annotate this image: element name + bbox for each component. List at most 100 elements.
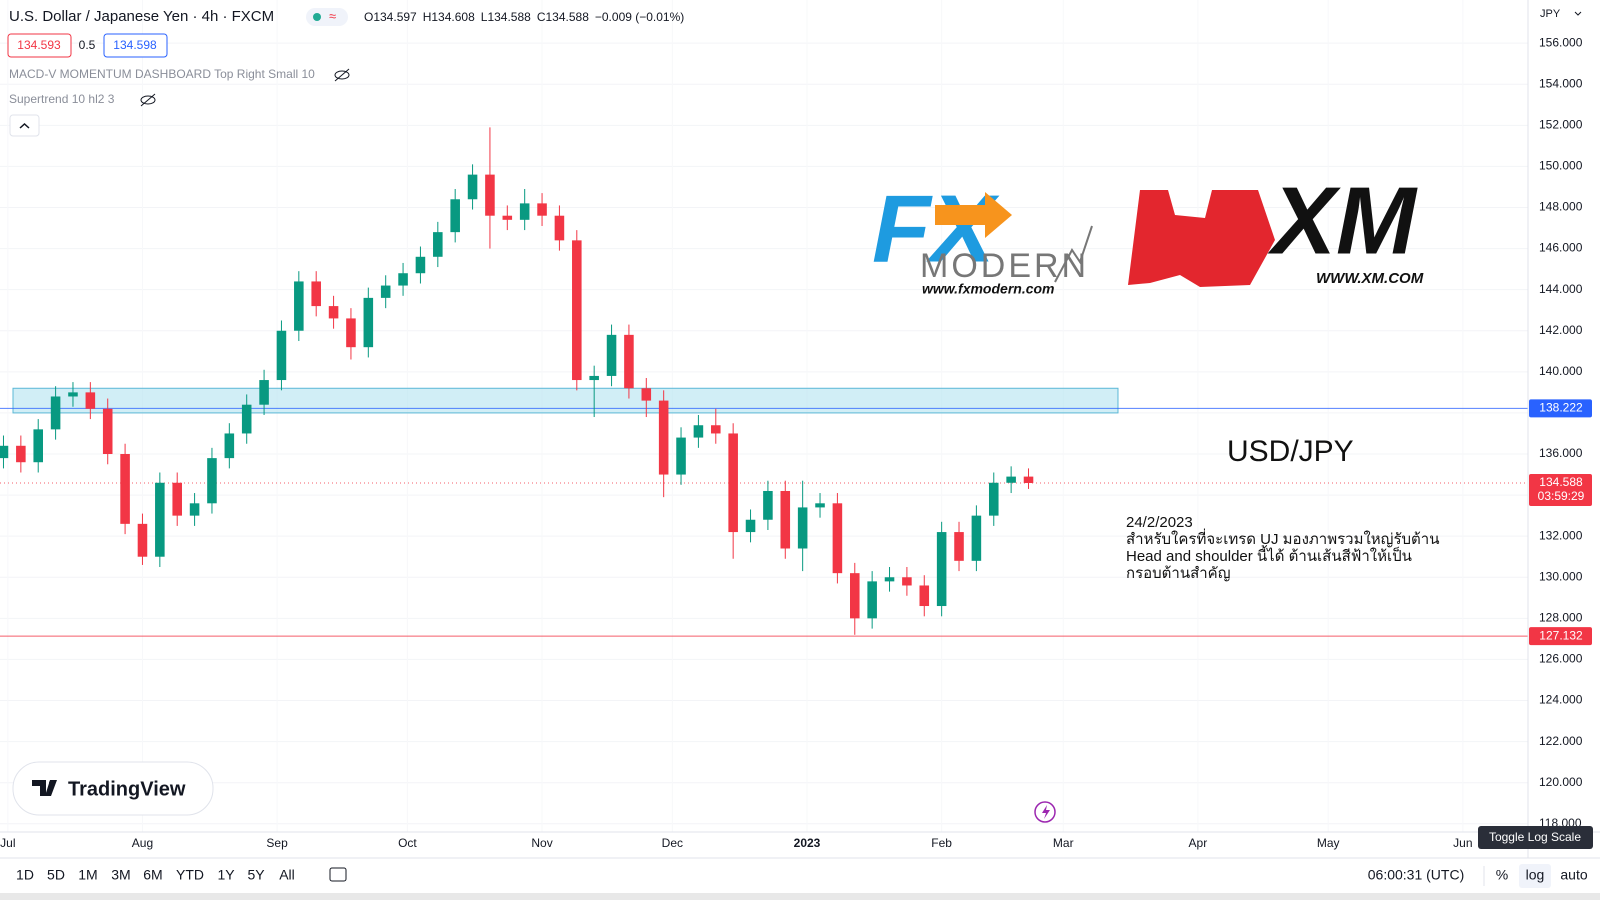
buy-price[interactable]: 134.598	[113, 38, 157, 52]
y-tick-label: 130.000	[1539, 569, 1583, 583]
candle-body	[936, 532, 947, 607]
x-tick-label: Nov	[531, 836, 552, 850]
auto-toggle[interactable]: auto	[1560, 867, 1587, 883]
events-bolt	[1042, 805, 1050, 819]
y-tick-label: 124.000	[1539, 693, 1583, 707]
y-tick-label: 122.000	[1539, 734, 1583, 748]
candle-body	[120, 454, 130, 524]
price-label: 138.222	[1539, 401, 1583, 415]
buy-button[interactable]	[103, 33, 168, 58]
collapse-icon	[19, 122, 30, 129]
ohlc: O134.597 H134.608 L134.588 C134.588 −0.009 (…	[364, 10, 684, 24]
candle-body	[832, 503, 843, 574]
clock[interactable]: 06:00:31 (UTC)	[1368, 867, 1464, 883]
indicator-label[interactable]: Supertrend 10 hl2 3	[9, 92, 115, 106]
candle-body	[658, 400, 669, 475]
candle-body	[207, 458, 217, 504]
collapse-button[interactable]	[9, 114, 40, 137]
log-toggle-bg	[1519, 864, 1551, 888]
candle-body	[398, 273, 408, 286]
range-button[interactable]: 6M	[143, 867, 162, 883]
candle-body	[815, 503, 825, 508]
candle-body	[606, 334, 617, 376]
percent-toggle[interactable]: %	[1496, 867, 1508, 883]
xm-bull	[1128, 190, 1275, 287]
y-tick-label: 132.000	[1539, 528, 1583, 542]
candle-body	[502, 215, 513, 220]
candle-body	[519, 203, 530, 220]
candle-body	[537, 203, 547, 216]
candle-body	[745, 519, 756, 533]
indicator-label[interactable]: MACD-V MOMENTUM DASHBOARD Top Right Smal…	[9, 67, 315, 81]
candle-body	[259, 380, 269, 405]
currency[interactable]: JPY	[1540, 8, 1561, 20]
candle-body	[867, 581, 877, 619]
candle-body	[241, 404, 252, 434]
candle-body	[50, 396, 61, 430]
date-range-icon[interactable]	[329, 867, 347, 882]
y-tick-label: 128.000	[1539, 611, 1583, 625]
x-tick-label: Feb	[931, 836, 952, 850]
candle-body	[554, 215, 565, 241]
symbol-title[interactable]: U.S. Dollar / Japanese Yen · 4h · FXCM	[9, 8, 274, 25]
price-axis	[1528, 0, 1600, 858]
brand-icon-dot	[49, 780, 55, 786]
range-button[interactable]: 1Y	[217, 867, 235, 883]
hidden-eye-icon[interactable]	[140, 93, 156, 107]
hidden-eye-icon[interactable]	[334, 68, 350, 82]
candle-body	[189, 503, 200, 516]
fx-name: MODERN	[920, 247, 1089, 285]
candle-body	[155, 482, 165, 557]
candle-body	[780, 490, 791, 549]
spread: 0.5	[79, 38, 96, 52]
time-axis: Jul Aug Sep Oct Nov Dec 2023 Feb Mar Apr May Jun	[0, 836, 1472, 850]
price-axis-labels: 118.000120.000122.000124.000126.000128.0…	[1529, 35, 1592, 830]
price-label: 127.132	[1539, 628, 1583, 642]
candle-body	[137, 523, 148, 557]
candle-body	[276, 330, 287, 381]
ohlc-value: L134.588	[481, 10, 531, 24]
note-line: กรอบต้านสำคัญ	[1126, 565, 1230, 582]
price-label-box	[1529, 627, 1592, 646]
y-tick-label: 152.000	[1539, 117, 1583, 131]
y-tick-label: 146.000	[1539, 241, 1583, 255]
price-label-box	[1529, 474, 1592, 507]
candle-body	[102, 408, 113, 455]
status-icon: ≈	[329, 8, 336, 23]
range-button[interactable]: 1M	[78, 867, 97, 883]
price-label: 134.588	[1539, 475, 1583, 489]
candle-body	[16, 445, 26, 463]
candle-body	[346, 318, 356, 348]
candle-body	[467, 174, 478, 200]
note-line: สำหรับใครที่จะเทรด UJ มองภาพรวมใหญ่รับต้…	[1126, 528, 1439, 548]
range-button[interactable]: YTD	[176, 867, 204, 883]
xm-url: WWW.XM.COM	[1316, 270, 1424, 287]
resistance-zone	[12, 387, 1119, 414]
fx-url: www.fxmodern.com	[922, 281, 1055, 297]
candle-body	[380, 285, 391, 298]
sell-button[interactable]	[7, 33, 72, 58]
range-button[interactable]: 3M	[111, 867, 130, 883]
fx-swoosh	[1054, 225, 1093, 283]
range-button[interactable]: 1D	[16, 867, 34, 883]
plot-area	[0, 42, 1528, 825]
x-tick-label: 2023	[794, 836, 821, 850]
events-icon[interactable]	[1034, 801, 1056, 823]
brand-name[interactable]: TradingView	[68, 778, 186, 800]
brand-badge[interactable]	[12, 761, 214, 816]
range-button[interactable]: 5Y	[247, 867, 265, 883]
candle-body	[572, 240, 582, 381]
candle-body	[33, 429, 43, 463]
candle-body	[485, 174, 495, 216]
candle-body	[68, 392, 78, 397]
range-button[interactable]: 5D	[47, 867, 65, 883]
candle-body	[954, 532, 964, 561]
note-line: Head and shoulder นี้ได้ ต้านเส้นสีฟ้าให…	[1126, 545, 1412, 565]
x-tick-label: Dec	[662, 836, 683, 850]
sell-price[interactable]: 134.593	[17, 38, 61, 52]
x-tick-label: Oct	[398, 836, 417, 850]
log-toggle[interactable]: log	[1526, 867, 1545, 883]
range-buttons: 1D 5D 1M 3M 6M YTD 1Y 5Y All	[16, 867, 295, 883]
range-button[interactable]: All	[279, 867, 295, 883]
